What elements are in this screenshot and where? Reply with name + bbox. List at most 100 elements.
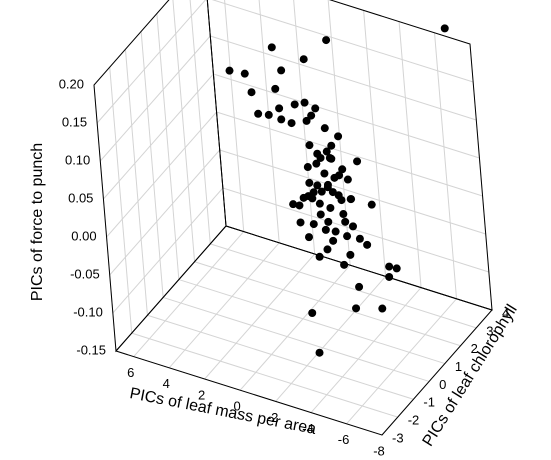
data-point: [440, 24, 449, 33]
grid-line-floor-y: [147, 314, 414, 400]
data-point: [334, 132, 343, 141]
data-point: [355, 282, 364, 291]
data-point: [296, 218, 305, 227]
grid-line-side-z: [96, 0, 207, 124]
data-point: [320, 169, 329, 178]
grid-line-floor-y: [194, 261, 461, 347]
data-point: [302, 116, 311, 125]
side-wall-frame: [93, 0, 227, 353]
grid-line-floor-x: [239, 264, 351, 391]
data-point: [316, 210, 325, 219]
y-tick-label: 2: [471, 341, 478, 356]
data-point: [323, 245, 332, 254]
y-tick-label: 1: [455, 359, 462, 374]
z-tick-label: -0.05: [70, 266, 100, 281]
data-point: [275, 104, 284, 113]
data-point: [304, 192, 313, 201]
grid-line-back-z: [219, 149, 486, 235]
data-point: [339, 210, 348, 219]
data-point: [277, 115, 286, 124]
data-point: [343, 232, 352, 241]
y-tick-label: 3: [486, 323, 493, 338]
z-tick-label: -0.10: [73, 304, 103, 319]
data-point: [321, 225, 330, 234]
data-point: [324, 217, 333, 226]
z-tick-label: 0.15: [62, 114, 87, 129]
data-point: [331, 227, 340, 236]
data-point: [247, 88, 256, 97]
grid-line-side-z: [106, 111, 217, 238]
grid-line-floor-y: [131, 332, 398, 418]
data-point: [363, 240, 372, 249]
data-point: [264, 110, 273, 119]
grid-layer: [93, 0, 493, 436]
data-point: [325, 154, 334, 163]
grid-line-side-y: [124, 49, 148, 316]
grid-line-side-y: [172, 0, 196, 262]
data-point: [322, 36, 331, 45]
x-tick-label: -4: [302, 421, 314, 436]
grid-line-back-x: [363, 10, 387, 277]
data-point: [295, 201, 304, 210]
data-point: [287, 119, 296, 128]
grid-line-side-y: [189, 0, 211, 244]
data-point: [353, 157, 362, 166]
z-tick-label: 0.20: [59, 76, 84, 91]
data-point: [303, 163, 312, 172]
data-point: [385, 272, 394, 281]
y-tick-label: -1: [423, 395, 435, 410]
y-tick-label: -2: [408, 413, 420, 428]
z-tick-label: -0.15: [76, 342, 106, 357]
data-point: [340, 260, 349, 269]
grid-line-side-z: [99, 35, 211, 162]
data-point: [290, 100, 299, 109]
data-point: [338, 165, 347, 174]
grid-line-side-z: [103, 73, 214, 200]
data-point: [225, 66, 234, 75]
x-tick-label: 0: [234, 399, 241, 414]
data-point: [316, 153, 325, 162]
data-point: [277, 66, 286, 75]
data-point: [341, 217, 350, 226]
grid-line-back-z: [222, 187, 490, 273]
data-point: [305, 233, 314, 242]
x-tick-label: -8: [373, 443, 385, 458]
data-point: [240, 69, 249, 78]
y-tick-label: 4: [502, 305, 509, 320]
data-point: [305, 178, 314, 187]
y-tick-label: 0: [439, 377, 446, 392]
data-points: [225, 24, 449, 357]
z-tick-label: 0.05: [68, 190, 93, 205]
grid-line-back-x: [224, 0, 245, 232]
data-point: [343, 175, 352, 184]
data-point: [367, 200, 376, 209]
data-point: [305, 141, 314, 150]
z-tick-label: 0.00: [71, 228, 96, 243]
grid-line-back-z: [211, 0, 474, 83]
grid-line-floor-x: [275, 276, 386, 402]
grid-line-back-x: [434, 32, 458, 299]
data-point: [308, 309, 317, 318]
grid-line-side-y: [109, 67, 133, 334]
grid-line-side-y: [156, 13, 180, 280]
data-point: [312, 159, 321, 168]
data-point: [385, 262, 394, 271]
data-point: [352, 304, 361, 313]
data-point: [378, 304, 387, 313]
data-point: [307, 111, 316, 120]
data-point: [299, 55, 308, 64]
x-tick-label: -6: [338, 432, 350, 447]
data-point: [322, 147, 331, 156]
x-tick-label: 2: [198, 387, 205, 402]
grid-line-side-z: [112, 187, 224, 314]
data-point: [337, 196, 346, 205]
data-point: [267, 43, 276, 52]
data-point: [313, 181, 322, 190]
data-point: [309, 220, 318, 229]
data-point: [330, 173, 339, 182]
data-point: [355, 234, 364, 243]
data-point: [289, 200, 298, 209]
grid-line-floor-x: [133, 231, 245, 357]
